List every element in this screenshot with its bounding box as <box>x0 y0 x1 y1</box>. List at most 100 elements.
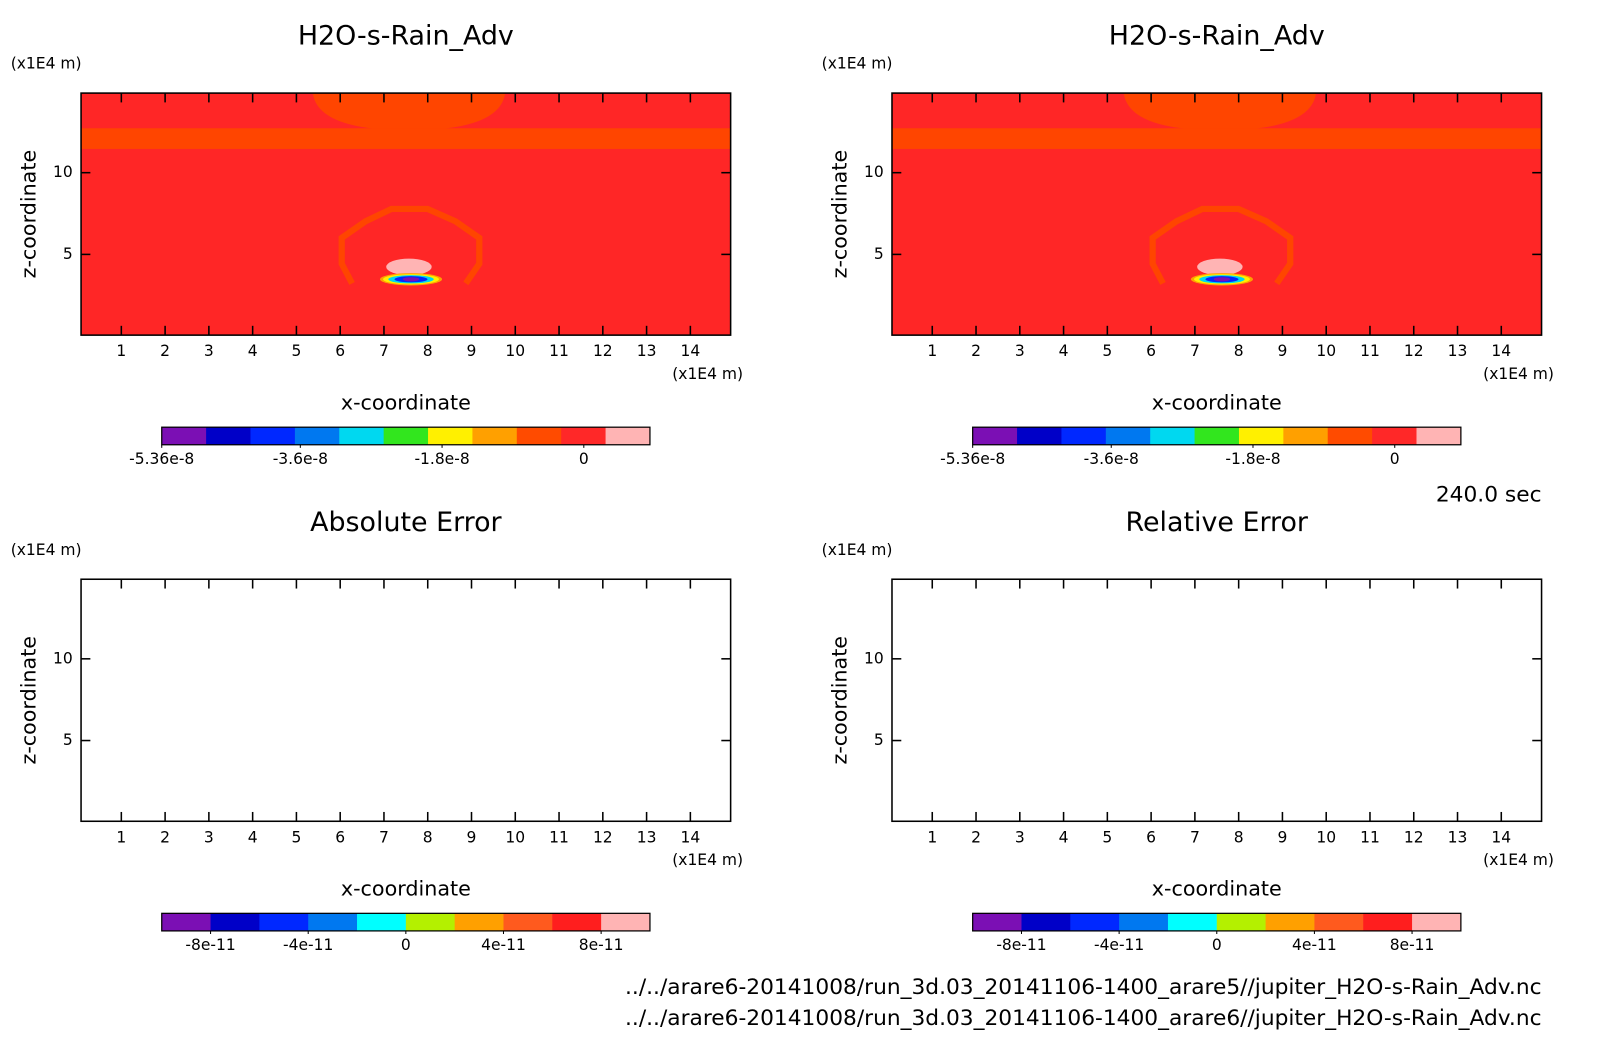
x-tick-label: 12 <box>593 828 613 846</box>
plot-frame <box>80 92 732 336</box>
x-tick-label: 1 <box>116 828 126 846</box>
colorbar-swatch <box>1416 427 1462 445</box>
x-tick-label: 12 <box>1404 342 1424 360</box>
colorbar-swatch <box>308 913 358 931</box>
x-axis-label: x-coordinate <box>1152 390 1282 414</box>
colorbar-tick-label: -4e-11 <box>1094 936 1144 954</box>
contour-field <box>891 93 1542 336</box>
time-label: 240.0 sec <box>1436 482 1542 507</box>
y-tick-label: 5 <box>63 245 73 263</box>
chart-title: Relative Error <box>1126 507 1309 538</box>
colorbar-swatch <box>1216 913 1267 931</box>
y-tick-label: 5 <box>63 731 73 749</box>
x-tick-label: 8 <box>1234 828 1244 846</box>
colorbar-swatch <box>1021 913 1071 931</box>
colorbar-tick-label: 0 <box>401 936 411 954</box>
x-tick-label: 6 <box>335 828 345 846</box>
colorbar-swatch <box>454 913 505 931</box>
x-tick-label: 11 <box>1360 342 1380 360</box>
colorbar-tick-label: -4e-11 <box>283 936 333 954</box>
colorbar-swatch <box>1105 427 1151 445</box>
colorbar-swatch <box>339 427 385 445</box>
x-tick-label: 8 <box>423 828 433 846</box>
x-tick-label: 8 <box>423 342 433 360</box>
x-tick-label: 14 <box>1491 828 1511 846</box>
chart-title: H2O-s-Rain_Adv <box>1109 21 1325 52</box>
plot-frame <box>80 578 732 823</box>
field-region <box>891 128 1542 149</box>
colorbar-tick-label: -8e-11 <box>185 936 235 954</box>
colorbar-swatch <box>601 913 651 931</box>
x-tick-label: 10 <box>505 342 525 360</box>
x-tick-label: 2 <box>160 342 170 360</box>
y-tick-label: 10 <box>53 649 73 667</box>
x-tick-label: 14 <box>680 828 700 846</box>
colorbar-tick-label: 8e-11 <box>579 936 624 954</box>
x-tick-label: 13 <box>637 342 657 360</box>
colorbar-swatch <box>1412 913 1462 931</box>
chart-title: Absolute Error <box>310 507 502 538</box>
colorbar-swatch <box>516 427 562 445</box>
x-tick-label: 11 <box>549 342 569 360</box>
x-tick-label: 1 <box>116 342 126 360</box>
colorbar-swatch <box>1061 427 1107 445</box>
colorbar-swatch <box>259 913 309 931</box>
colorbar-tick-label: -1.8e-8 <box>414 450 469 468</box>
y-axis-label: z-coordinate <box>827 150 851 279</box>
colorbar-swatch <box>1283 427 1329 445</box>
field-region <box>1197 258 1243 276</box>
colorbar-swatch <box>1194 427 1240 445</box>
colorbar-swatch <box>1265 913 1315 931</box>
x-tick-label: 10 <box>1316 828 1336 846</box>
x-tick-label: 11 <box>549 828 569 846</box>
x-tick-label: 5 <box>1102 342 1112 360</box>
x-tick-label: 4 <box>248 828 258 846</box>
x-tick-label: 9 <box>467 342 477 360</box>
x-axis-label: x-coordinate <box>1152 877 1282 901</box>
x-tick-label: 3 <box>1015 342 1025 360</box>
colorbar-swatch <box>161 913 212 931</box>
x-tick-label: 7 <box>1190 828 1200 846</box>
colorbar-tick-label: -3.6e-8 <box>1084 450 1139 468</box>
x-tick-label: 3 <box>1015 828 1025 846</box>
x-tick-label: 2 <box>971 828 981 846</box>
colorbar-tick-label: 4e-11 <box>481 936 526 954</box>
colorbar-swatch <box>1238 427 1284 445</box>
x-tick-label: 12 <box>1404 828 1424 846</box>
field-region <box>81 128 731 149</box>
colorbar-tick-label: -5.36e-8 <box>129 450 194 468</box>
colorbar-swatch <box>250 427 296 445</box>
colorbar-swatch <box>210 913 260 931</box>
x-tick-label: 2 <box>971 342 981 360</box>
x-tick-label: 13 <box>1448 342 1468 360</box>
x-tick-label: 4 <box>248 342 258 360</box>
colorbar-swatch <box>428 427 473 445</box>
y-axis-label: z-coordinate <box>16 150 40 279</box>
x-tick-label: 14 <box>1491 342 1511 360</box>
colorbar-tick-label: -1.8e-8 <box>1225 450 1280 468</box>
x-tick-label: 11 <box>1360 828 1380 846</box>
x-tick-label: 2 <box>160 828 170 846</box>
y-tick-label: 5 <box>874 731 884 749</box>
colorbar-swatch <box>503 913 553 931</box>
colorbar-swatch <box>561 427 607 445</box>
x-tick-label: 7 <box>1190 342 1200 360</box>
colorbar-swatch <box>1017 427 1062 445</box>
field-region <box>338 205 483 286</box>
field-region <box>402 277 420 282</box>
x-unit: (x1E4 m) <box>672 851 743 869</box>
colorbar-swatch <box>1070 913 1120 931</box>
colorbar-swatch <box>161 427 207 445</box>
colorbar-swatch <box>1372 427 1418 445</box>
file-path: ../../arare6-20141008/run_3d.03_20141106… <box>625 975 1542 1000</box>
colorbar-swatch <box>972 427 1018 445</box>
x-tick-label: 9 <box>1277 342 1287 360</box>
contour-field <box>81 93 731 336</box>
colorbar-swatch <box>1167 913 1218 931</box>
colorbar-swatch <box>1150 427 1196 445</box>
chart-title: H2O-s-Rain_Adv <box>298 21 514 52</box>
field-region <box>386 258 432 276</box>
x-tick-label: 6 <box>1146 342 1156 360</box>
